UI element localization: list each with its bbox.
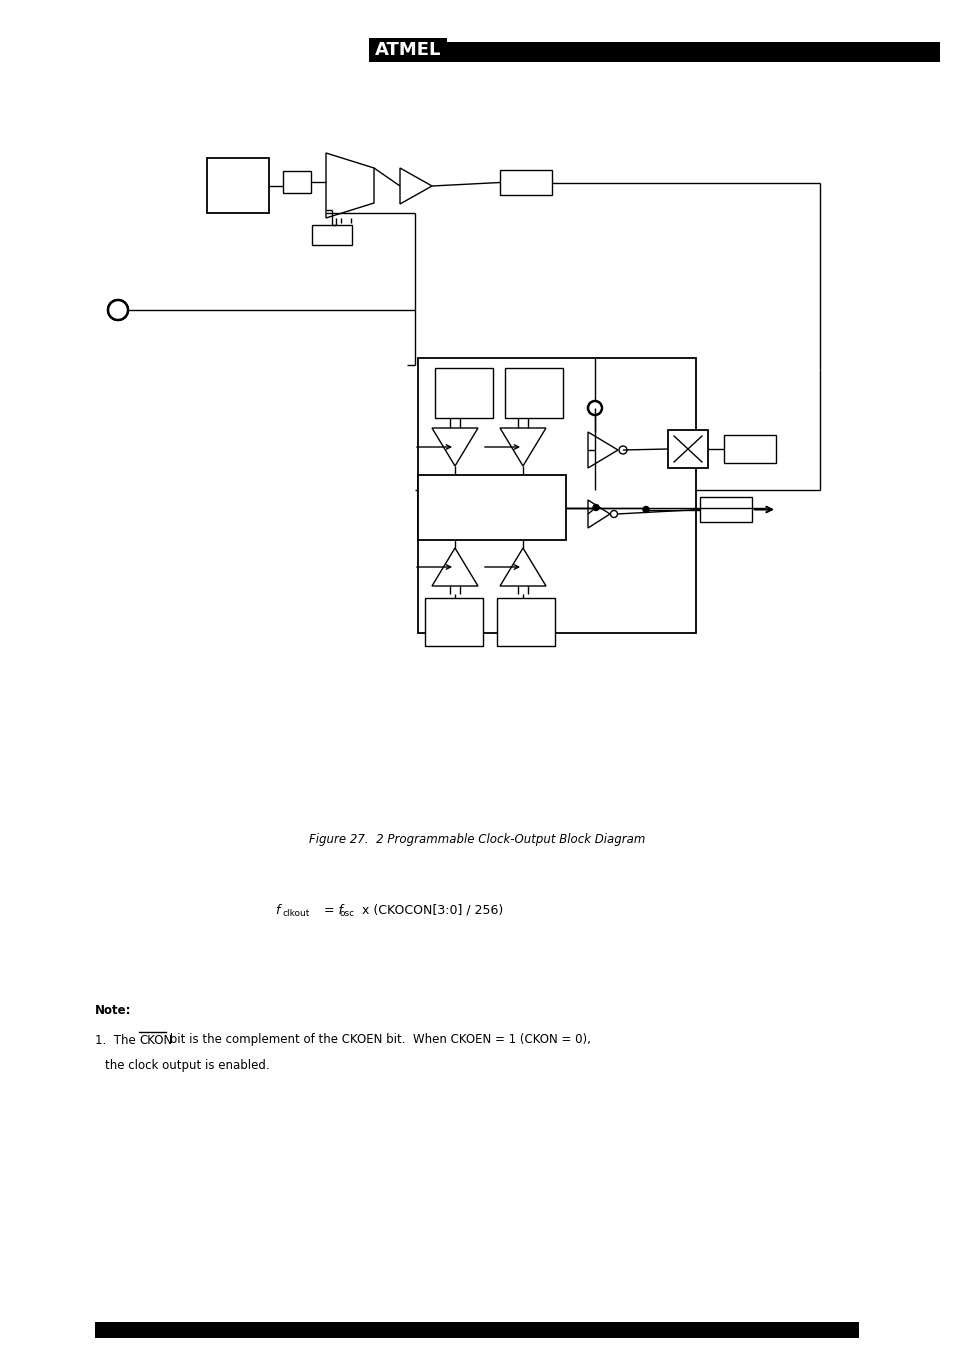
Text: osc: osc <box>339 909 355 919</box>
Circle shape <box>593 504 598 511</box>
Bar <box>417 358 696 634</box>
Bar <box>424 598 482 646</box>
Bar <box>723 435 775 463</box>
Circle shape <box>618 446 626 454</box>
Bar <box>430 42 939 62</box>
Bar <box>417 476 565 540</box>
Text: the clock output is enabled.: the clock output is enabled. <box>105 1058 270 1071</box>
Text: bit is the complement of the CKOEN bit.  When CKOEN = 1 (CKON = 0),: bit is the complement of the CKOEN bit. … <box>166 1034 590 1047</box>
Bar <box>312 226 352 245</box>
Text: ATMEL: ATMEL <box>372 41 443 59</box>
Text: 1.  The: 1. The <box>95 1034 139 1047</box>
Bar <box>499 170 552 195</box>
Text: CKON: CKON <box>139 1034 172 1047</box>
Text: x (CKOCON[3:0] / 256): x (CKOCON[3:0] / 256) <box>357 904 503 916</box>
Text: clkout: clkout <box>283 909 310 919</box>
Bar <box>667 430 707 467</box>
Text: = f: = f <box>319 904 342 916</box>
Circle shape <box>587 401 601 415</box>
Bar <box>497 598 555 646</box>
Circle shape <box>642 507 648 512</box>
Bar <box>207 158 269 213</box>
Bar <box>283 172 311 193</box>
Bar <box>700 497 751 521</box>
Bar <box>435 367 493 417</box>
Text: Figure 27.  2 Programmable Clock-Output Block Diagram: Figure 27. 2 Programmable Clock-Output B… <box>309 834 644 847</box>
Circle shape <box>108 300 128 320</box>
Text: f: f <box>274 904 279 916</box>
Text: ATMEL: ATMEL <box>375 41 440 59</box>
Text: Note:: Note: <box>95 1004 132 1016</box>
Circle shape <box>610 511 617 517</box>
Bar <box>504 367 562 417</box>
Circle shape <box>108 300 128 320</box>
Bar <box>95 1323 858 1337</box>
